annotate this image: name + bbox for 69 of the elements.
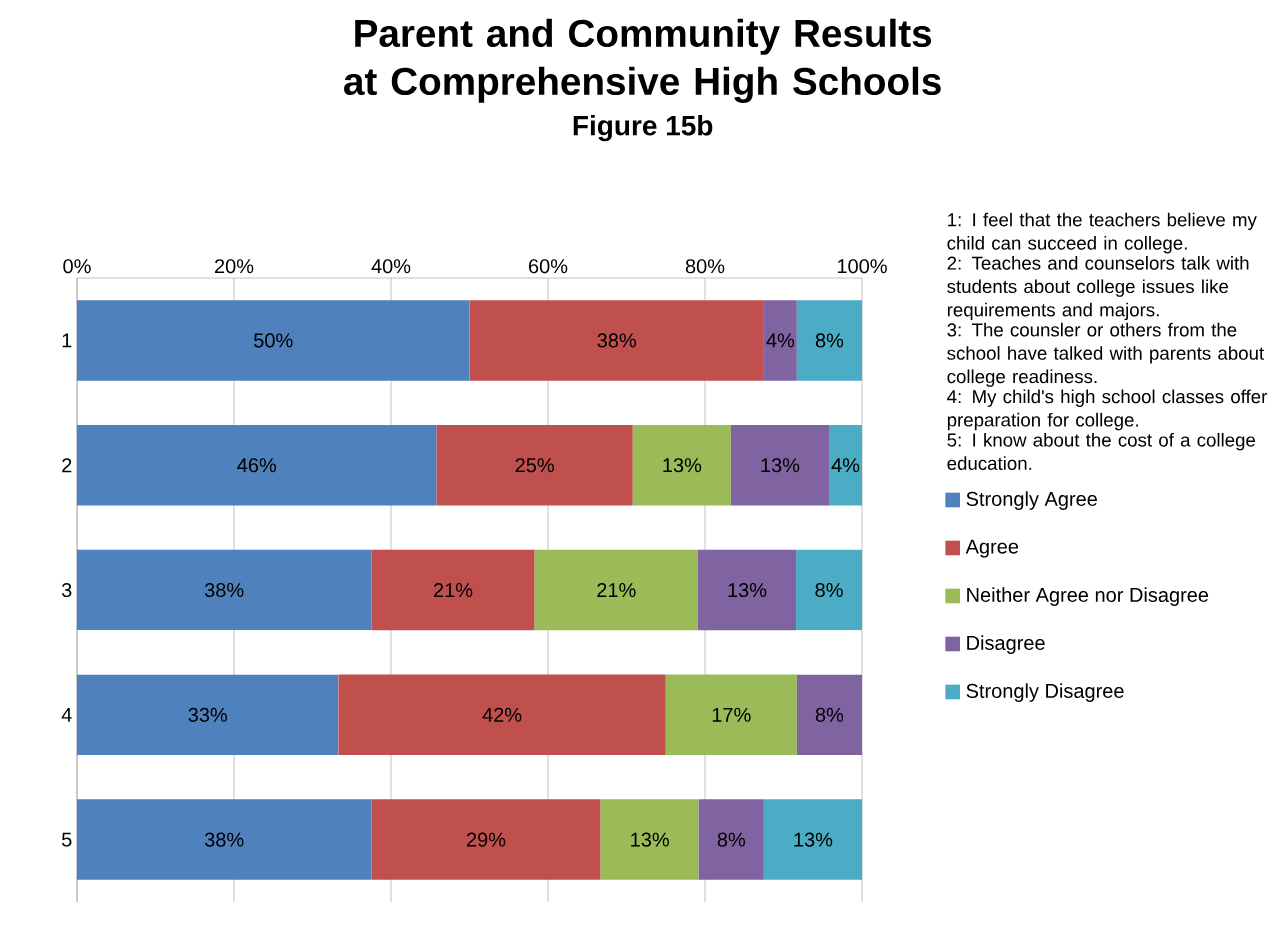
bar	[763, 799, 862, 880]
data-label: 8%	[815, 333, 844, 348]
data-label: 50%	[254, 333, 293, 348]
bar	[371, 549, 535, 631]
bar	[534, 549, 698, 631]
data-label: 38%	[597, 333, 636, 348]
legend-label: Strongly Agree	[966, 491, 1097, 510]
data-label: 13%	[728, 582, 767, 598]
bar	[338, 674, 666, 756]
bar	[632, 424, 731, 506]
bar	[436, 424, 633, 506]
legend-label: Neither Agree nor Disagree	[967, 587, 1209, 606]
bar	[77, 300, 470, 381]
x-tick-label: 80%	[685, 259, 725, 274]
data-label: 8%	[815, 707, 844, 722]
data-label: 17%	[712, 707, 751, 722]
data-label: 8%	[717, 832, 746, 847]
y-tick-label: 2	[62, 458, 72, 473]
data-label: 4%	[831, 458, 860, 473]
y-tick-label: 5	[61, 832, 72, 847]
text: 4: My child's high school classes offer preparation for college.	[947, 389, 1268, 431]
bar	[77, 674, 339, 756]
x-tick-label: 40%	[371, 259, 411, 274]
data-label: 38%	[204, 832, 244, 847]
data-label: 21%	[597, 582, 636, 598]
data-label: 33%	[188, 707, 227, 722]
chart-subtitle: Figure 15b	[573, 115, 713, 142]
text: 5: I know about the cost of a college education.	[947, 432, 1256, 470]
y-tick-label: 3	[61, 582, 72, 598]
data-label: 13%	[631, 832, 669, 847]
x-tick-label: 100%	[837, 259, 887, 274]
data-label: 8%	[815, 582, 843, 598]
bar	[77, 549, 372, 631]
x-tick-label: 60%	[529, 259, 568, 274]
bar	[697, 549, 797, 631]
bar	[371, 799, 601, 880]
bar	[77, 424, 437, 506]
bar	[730, 424, 830, 506]
text: 3: The counsler or others from the school have talked with parents about college readiness.	[947, 322, 1265, 387]
data-label: 29%	[466, 832, 506, 847]
bar	[698, 799, 764, 880]
bar	[665, 674, 797, 756]
bar	[763, 300, 797, 381]
data-label: 21%	[434, 582, 473, 598]
y-tick-label: 4	[61, 707, 72, 722]
bar	[796, 300, 862, 381]
data-label: 13%	[794, 832, 833, 847]
data-label: 13%	[663, 458, 702, 473]
bar	[77, 799, 372, 880]
data-label: 38%	[204, 582, 244, 598]
text: 2: Teaches and counselors talk with students about college issues like requirements and majors.	[947, 256, 1249, 321]
x-tick-label: 0%	[63, 259, 91, 274]
legend-label: Disagree	[967, 635, 1045, 654]
x-tick-label: 20%	[214, 259, 254, 274]
y-tick-label: 1	[62, 333, 72, 348]
data-label: 13%	[761, 458, 800, 473]
text: 1: I feel that the teachers believe my child can succeed in college.	[947, 212, 1257, 254]
legend-label: Strongly Disagree	[966, 683, 1124, 702]
data-label: 25%	[515, 458, 554, 473]
chart-title: Parent and Community Results at Comprehensive High Schools	[344, 18, 941, 103]
bar	[796, 549, 862, 631]
legend-label: Agree	[965, 539, 1019, 558]
data-label: 46%	[237, 458, 277, 473]
bar	[600, 799, 699, 880]
bar	[796, 674, 862, 756]
bar	[829, 424, 862, 506]
data-label: 4%	[766, 333, 795, 348]
bar	[469, 300, 764, 381]
data-label: 42%	[482, 707, 522, 722]
